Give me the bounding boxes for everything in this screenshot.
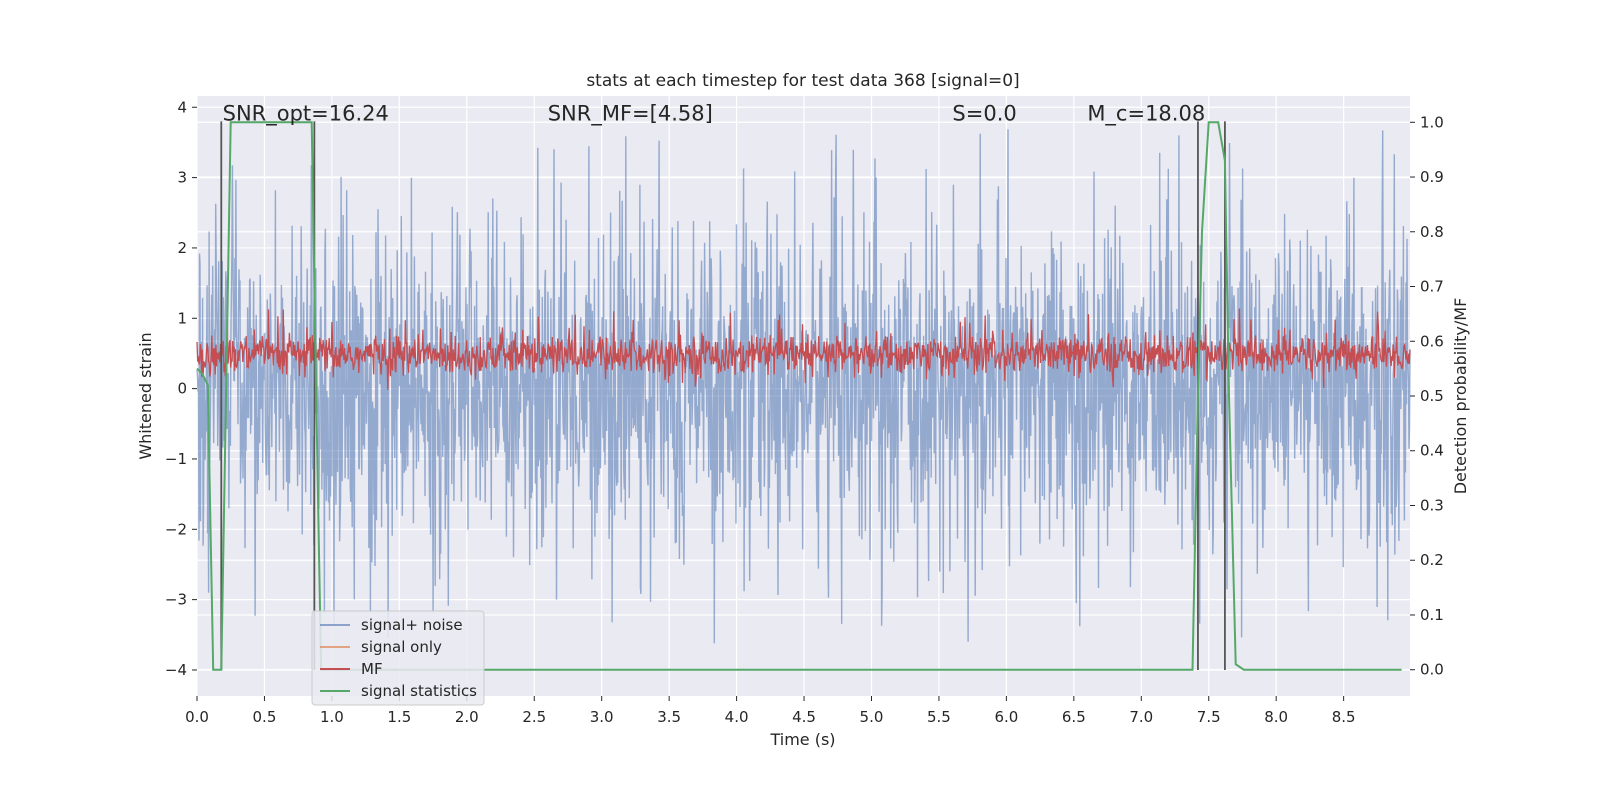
y-tick-label-right: 0.5 [1420,387,1444,405]
y-tick-label-left: 0 [177,380,187,398]
x-tick-label: 5.5 [927,708,951,726]
y-tick-labels-left: −4 −3 −2 −1 0 1 2 3 4 [165,98,197,679]
x-tick-label: 2.0 [455,708,479,726]
y-tick-label-right: 0.3 [1420,496,1444,514]
x-tick-label: 1.0 [320,708,344,726]
y-tick-label-right: 0.7 [1420,278,1444,296]
legend-label-signal-statistics: signal statistics [361,682,477,700]
y-tick-label-right: 0.8 [1420,223,1444,241]
series-signal-statistics [196,121,1402,671]
y-tick-label-right: 1.0 [1420,113,1444,131]
y-tick-label-left: 2 [177,239,187,257]
x-tick-label: 7.5 [1197,708,1221,726]
y-axis-label-right: Detection probability/MF [1451,298,1470,495]
x-tick-label: 4.0 [725,708,749,726]
x-tick-label: 6.0 [994,708,1018,726]
y-tick-label-left: −2 [165,520,187,538]
legend: signal+ noise signal only MF signal stat… [311,610,485,706]
y-tick-label-left: 3 [177,169,187,187]
y-tick-label-right: 0.1 [1420,606,1444,624]
x-tick-label: 0.5 [253,708,277,726]
y-tick-label-right: 0.6 [1420,332,1444,350]
x-tick-label: 0.0 [185,708,209,726]
y-axis-label-left: Whitened strain [136,332,155,459]
y-tick-label-left: −4 [165,661,187,679]
series-mf [196,308,1411,390]
y-tick-label-right: 0.9 [1420,168,1444,186]
x-tick-label: 7.0 [1129,708,1153,726]
x-tick-label: 2.5 [522,708,546,726]
x-tick-label: 4.5 [792,708,816,726]
legend-box [311,610,485,706]
y-tick-label-right: 0.0 [1420,661,1444,679]
y-tick-label-left: −3 [165,591,187,609]
y-tick-label-left: 4 [177,98,187,116]
x-tick-label: 1.5 [387,708,411,726]
x-tick-labels: 0.0 0.5 1.0 1.5 2.0 2.5 3.0 3.5 4.0 4.5 5.0 5.5 6.0 6… [185,696,1356,726]
legend-label-signal-only: signal only [361,638,442,656]
x-tick-label: 6.5 [1062,708,1086,726]
mf-line [196,308,1411,390]
y-tick-labels-right: 0.0 0.1 0.2 0.3 0.4 0.5 0.6 0.7 0.8 0.9 1.0 [1410,113,1444,679]
series-signal-noise [196,129,1411,644]
y-tick-label-left: −1 [165,450,187,468]
x-tick-label: 3.0 [590,708,614,726]
x-tick-label: 5.0 [860,708,884,726]
legend-label-mf: MF [361,660,383,678]
legend-label-signal-noise: signal+ noise [361,616,463,634]
x-tick-label: 3.5 [657,708,681,726]
x-tick-label: 8.0 [1264,708,1288,726]
annotation: M_c=18.08 [1087,101,1205,126]
chart-title: stats at each timestep for test data 368… [586,71,1019,91]
y-tick-label-right: 0.2 [1420,551,1444,569]
y-tick-label-right: 0.4 [1420,442,1444,460]
annotation: SNR_opt=16.24 [223,101,389,126]
annotation: S=0.0 [952,101,1016,125]
y-tick-label-left: 1 [177,309,187,327]
signal-noise-line [196,129,1411,644]
x-tick-label: 8.5 [1332,708,1356,726]
annotations: SNR_opt=16.24 SNR_MF=[4.58] S=0.0 M_c=18.08 [223,101,1206,126]
signal-statistics-line [196,121,1402,671]
annotation: SNR_MF=[4.58] [548,101,713,126]
x-axis-label: Time (s) [769,730,835,749]
